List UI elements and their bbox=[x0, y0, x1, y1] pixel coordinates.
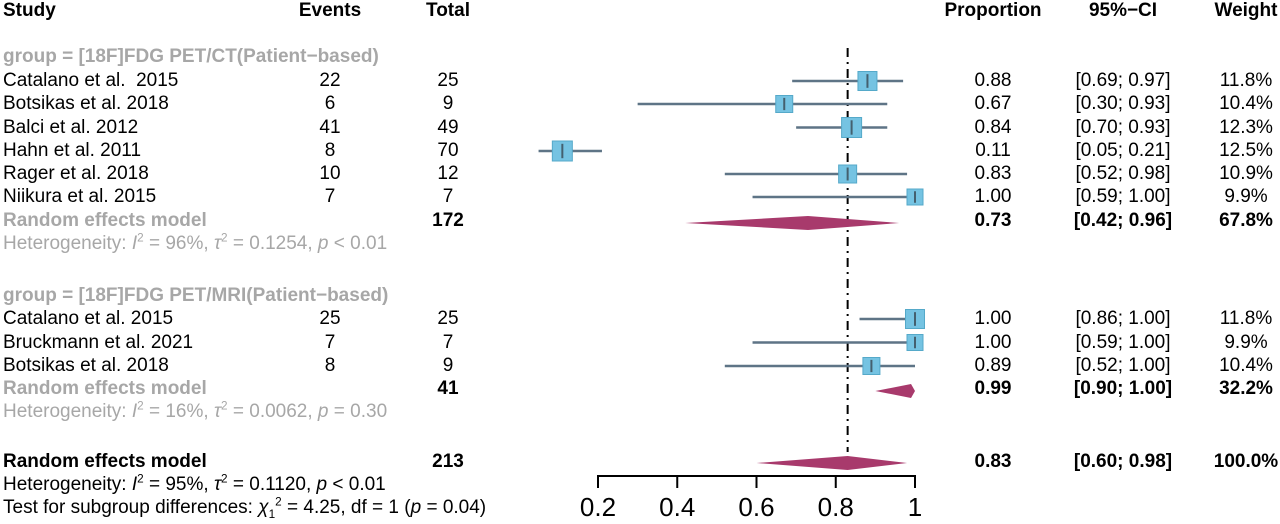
summary-label: Random effects model bbox=[3, 451, 207, 472]
events-value: 8 bbox=[324, 140, 336, 161]
total-value: 49 bbox=[437, 116, 459, 138]
proportion-value: 0.88 bbox=[974, 70, 1012, 91]
weight-value: 10.9% bbox=[1219, 163, 1273, 184]
total-value: 25 bbox=[437, 70, 459, 91]
study-name: Balci et al. 2012 bbox=[3, 116, 139, 138]
axis-tick-label: 0.8 bbox=[818, 492, 854, 522]
col-header-events: Events bbox=[298, 0, 362, 21]
ci-value: [0.90; 1.00] bbox=[1073, 378, 1173, 399]
weight-value: 100.0% bbox=[1213, 451, 1279, 472]
heterogeneity-note: Heterogeneity: I2 = 96%, τ2 = 0.1254, p … bbox=[3, 231, 388, 254]
study-name: Botsikas et al. 2018 bbox=[3, 355, 169, 376]
ci-value: [0.59; 1.00] bbox=[1075, 331, 1171, 353]
proportion-value: 1.00 bbox=[974, 186, 1012, 207]
col-header-proportion: Proportion bbox=[944, 0, 1042, 21]
weight-value: 10.4% bbox=[1219, 93, 1273, 114]
summary-diamond bbox=[875, 384, 915, 398]
weight-value: 67.8% bbox=[1219, 209, 1273, 231]
ci-value: [0.42; 0.96] bbox=[1073, 209, 1173, 231]
proportion-value: 0.11 bbox=[975, 140, 1011, 161]
study-name: Bruckmann et al. 2021 bbox=[3, 331, 194, 353]
subgroup-test-note: Test for subgroup differences: χ12 = 4.2… bbox=[3, 495, 487, 521]
events-value: 22 bbox=[319, 70, 341, 91]
proportion-value: 1.00 bbox=[974, 308, 1012, 329]
proportion-value: 0.83 bbox=[974, 163, 1012, 184]
study-name: Catalano et al. 2015 bbox=[3, 70, 179, 91]
ci-value: [0.52; 0.98] bbox=[1075, 163, 1171, 184]
events-value: 8 bbox=[324, 355, 336, 376]
group-label: group = [18F]FDG PET/CT(Patient−based) bbox=[3, 46, 379, 67]
events-value: 7 bbox=[324, 331, 336, 353]
heterogeneity-note: Heterogeneity: I2 = 95%, τ2 = 0.1120, p … bbox=[3, 472, 386, 495]
total-value: 70 bbox=[437, 140, 459, 161]
weight-value: 11.8% bbox=[1219, 70, 1273, 91]
proportion-value: 1.00 bbox=[974, 331, 1012, 353]
weight-value: 11.8% bbox=[1219, 308, 1273, 329]
total-value: 7 bbox=[442, 331, 454, 353]
proportion-value: 0.73 bbox=[974, 209, 1012, 231]
study-name: Niikura et al. 2015 bbox=[3, 186, 157, 207]
total-value: 9 bbox=[442, 355, 454, 376]
summary-diamond bbox=[756, 456, 908, 470]
events-value: 25 bbox=[319, 308, 341, 329]
events-value: 6 bbox=[324, 93, 336, 114]
ci-value: [0.30; 0.93] bbox=[1075, 93, 1171, 114]
total-value: 7 bbox=[442, 186, 454, 207]
proportion-value: 0.99 bbox=[974, 378, 1012, 399]
ci-value: [0.52; 1.00] bbox=[1075, 355, 1171, 376]
proportion-value: 0.89 bbox=[974, 355, 1012, 376]
total-value: 172 bbox=[432, 209, 464, 231]
total-value: 12 bbox=[437, 163, 459, 184]
ci-value: [0.05; 0.21] bbox=[1075, 140, 1171, 161]
axis-tick-label: 1 bbox=[908, 492, 922, 522]
col-header-total: Total bbox=[426, 0, 470, 21]
total-value: 9 bbox=[442, 93, 454, 114]
study-name: Botsikas et al. 2018 bbox=[3, 93, 169, 114]
axis-tick-label: 0.6 bbox=[738, 492, 774, 522]
ci-value: [0.59; 1.00] bbox=[1075, 186, 1171, 207]
total-value: 25 bbox=[437, 308, 459, 329]
study-name: Rager et al. 2018 bbox=[3, 163, 149, 184]
total-value: 41 bbox=[437, 378, 459, 399]
events-value: 10 bbox=[319, 163, 341, 184]
weight-value: 9.9% bbox=[1224, 186, 1268, 207]
weight-value: 12.3% bbox=[1219, 116, 1273, 138]
proportion-value: 0.67 bbox=[974, 93, 1012, 114]
heterogeneity-note: Heterogeneity: I2 = 16%, τ2 = 0.0062, p … bbox=[3, 399, 388, 422]
events-value: 41 bbox=[319, 116, 341, 138]
ci-value: [0.60; 0.98] bbox=[1073, 451, 1173, 472]
col-header-weight: Weight bbox=[1214, 0, 1278, 21]
summary-diamond bbox=[685, 216, 900, 230]
col-header-ci: 95%−CI bbox=[1088, 0, 1158, 21]
total-value: 213 bbox=[432, 451, 464, 472]
axis-tick-label: 0.4 bbox=[659, 492, 695, 522]
weight-value: 32.2% bbox=[1219, 378, 1273, 399]
ci-value: [0.86; 1.00] bbox=[1075, 308, 1171, 329]
weight-value: 12.5% bbox=[1219, 140, 1273, 161]
weight-value: 9.9% bbox=[1224, 331, 1268, 353]
ci-value: [0.70; 0.93] bbox=[1075, 116, 1171, 138]
study-name: Hahn et al. 2011 bbox=[3, 140, 142, 161]
axis-tick-label: 0.2 bbox=[580, 492, 616, 522]
ci-value: [0.69; 0.97] bbox=[1075, 70, 1171, 91]
study-name: Catalano et al. 2015 bbox=[3, 308, 174, 329]
weight-value: 10.4% bbox=[1219, 355, 1273, 376]
summary-label: Random effects model bbox=[3, 209, 207, 231]
proportion-value: 0.84 bbox=[974, 116, 1012, 138]
events-value: 7 bbox=[324, 186, 336, 207]
summary-label: Random effects model bbox=[3, 378, 207, 399]
group-label: group = [18F]FDG PET/MRI(Patient−based) bbox=[3, 285, 389, 306]
proportion-value: 0.83 bbox=[974, 451, 1012, 472]
col-header-study: Study bbox=[3, 0, 56, 21]
